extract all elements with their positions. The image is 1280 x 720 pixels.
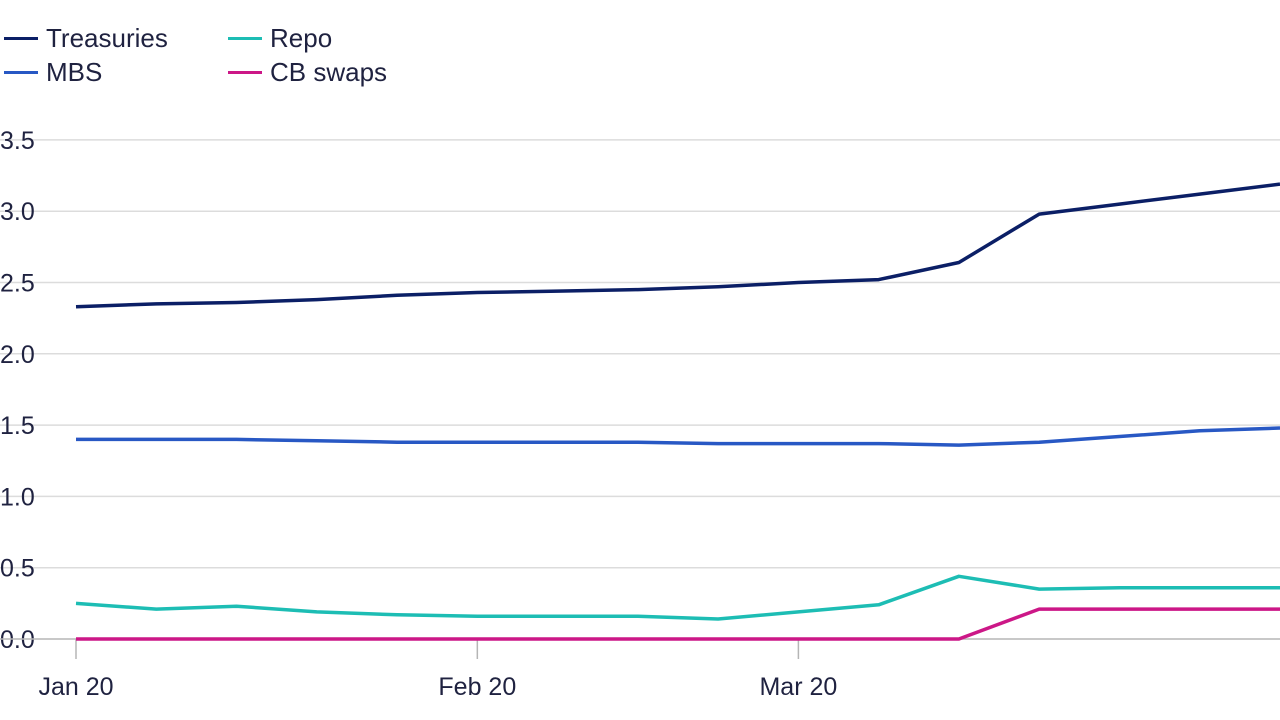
legend-item-treasuries: Treasuries <box>4 22 168 54</box>
series-line-treasuries <box>75 182 1280 309</box>
series-line-mbs <box>76 426 1280 447</box>
y-tick-label-0: 0.0 <box>0 626 35 654</box>
x-tick-label-0: Jan 20 <box>38 673 113 701</box>
legend-label-repo: Repo <box>270 22 333 53</box>
y-tick-label-1: 0.5 <box>0 555 35 583</box>
legend-swatch-treasuries <box>4 36 38 40</box>
series-lines <box>75 182 1280 641</box>
gridlines <box>0 139 1280 569</box>
legend-swatch-mbs <box>4 70 38 74</box>
x-tick-label-2: Mar 20 <box>759 673 837 701</box>
legend-label-mbs: MBS <box>46 56 103 87</box>
x-tick-label-1: Feb 20 <box>438 673 516 701</box>
legend-swatch-repo <box>228 36 262 40</box>
y-tick-label-3: 1.5 <box>0 412 35 440</box>
y-axis-ticks: 0.0 0.5 1.0 1.5 2.0 2.5 3.0 3.5 <box>0 127 35 654</box>
y-tick-label-2: 1.0 <box>0 483 35 511</box>
legend-item-cb-swaps: CB swaps <box>228 56 387 88</box>
series-line-cb-swaps <box>76 607 1280 641</box>
legend-label-treasuries: Treasuries <box>46 22 168 53</box>
y-tick-label-6: 3.0 <box>0 198 35 226</box>
legend-item-mbs: MBS <box>4 56 102 88</box>
y-tick-label-5: 2.5 <box>0 270 35 298</box>
legend-label-cb-swaps: CB swaps <box>270 56 388 87</box>
series-line-repo <box>75 574 1280 621</box>
x-axis: Jan 20 Feb 20 Mar 20 <box>0 638 1280 701</box>
y-tick-label-4: 2.0 <box>0 341 35 369</box>
legend-swatch-cb-swaps <box>228 70 262 74</box>
legend-item-repo: Repo <box>228 22 332 54</box>
legend: Treasuries MBS Repo CB swaps <box>0 22 520 92</box>
y-tick-label-7: 3.5 <box>0 127 35 155</box>
